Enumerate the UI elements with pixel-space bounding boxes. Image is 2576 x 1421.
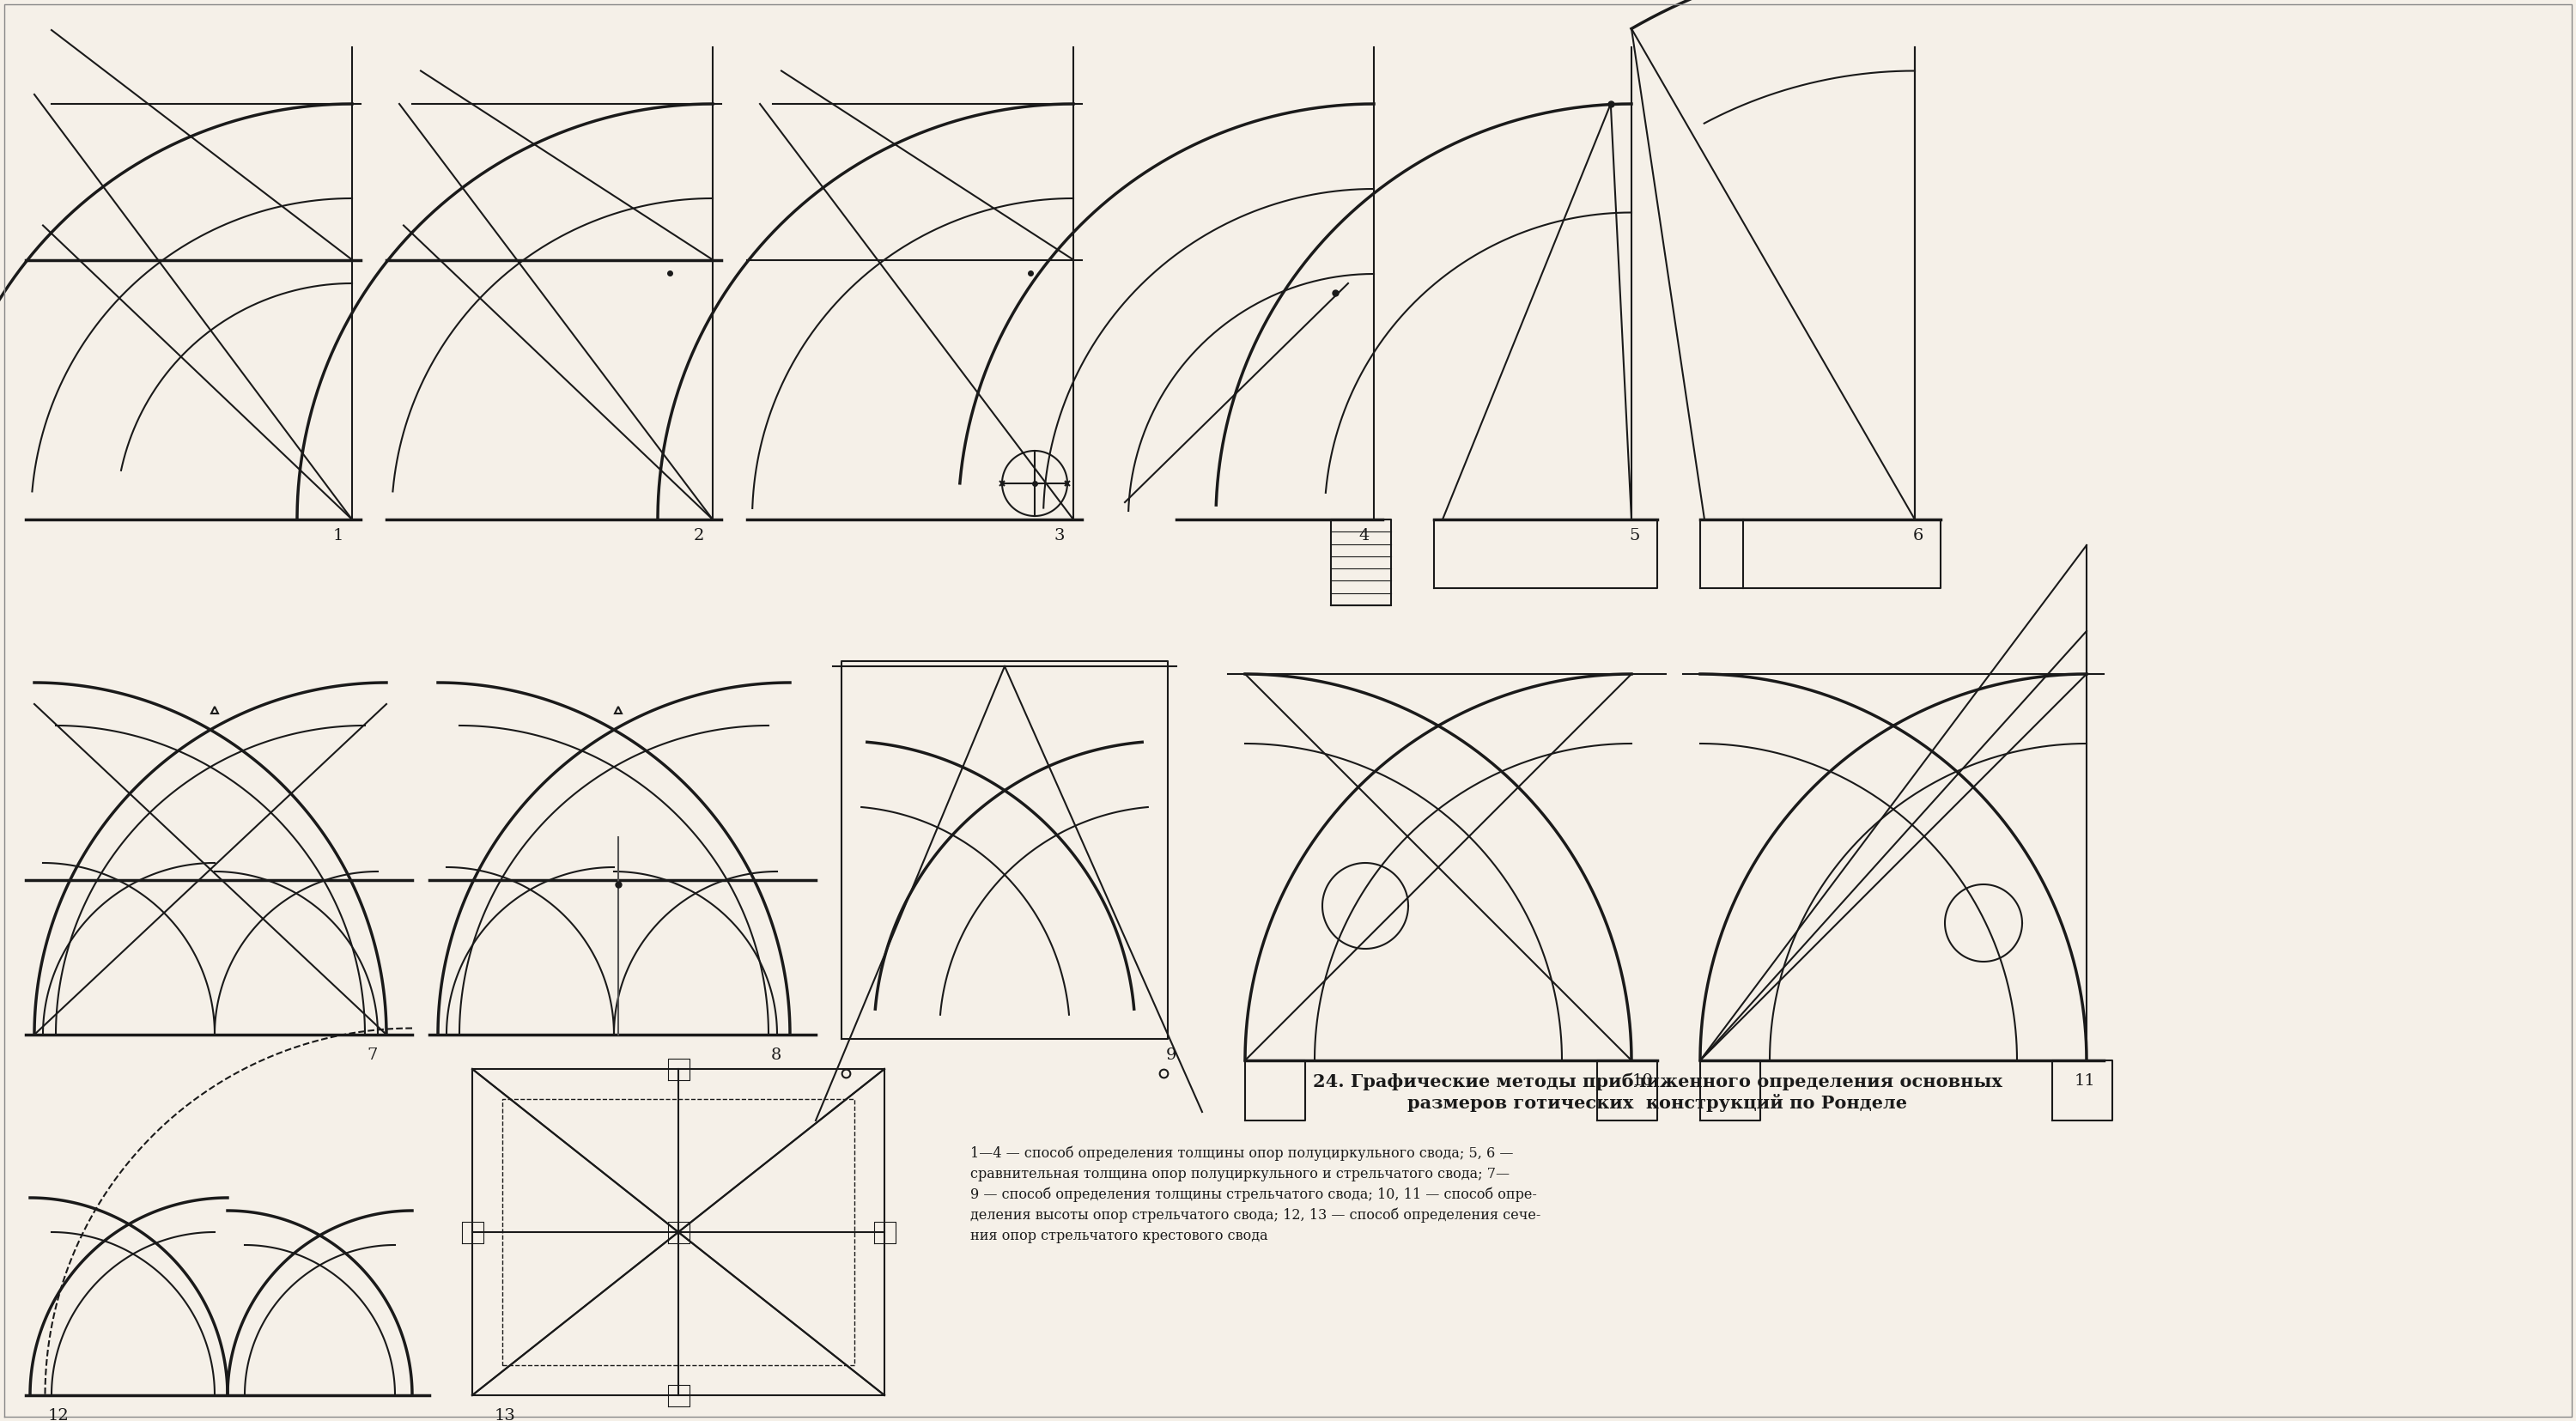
- Text: 1—4 — способ определения толщины опор полуциркульного свода; 5, 6 —
сравнительна: 1—4 — способ определения толщины опор по…: [971, 1147, 1540, 1243]
- Text: 11: 11: [2074, 1073, 2094, 1088]
- Text: 12: 12: [46, 1408, 70, 1421]
- Text: 5: 5: [1631, 529, 1641, 543]
- Text: 10: 10: [1631, 1073, 1654, 1088]
- Text: 1: 1: [332, 529, 343, 543]
- Text: 4: 4: [1360, 529, 1370, 543]
- Text: 6: 6: [1914, 529, 1924, 543]
- Text: 13: 13: [495, 1408, 515, 1421]
- Text: 9: 9: [1164, 1047, 1177, 1063]
- Text: 24. Графические методы приближенного определения основных
размеров готических  к: 24. Графические методы приближенного опр…: [1314, 1073, 2002, 1111]
- Text: 3: 3: [1054, 529, 1064, 543]
- Text: 2: 2: [693, 529, 703, 543]
- Text: 8: 8: [770, 1047, 781, 1063]
- Text: 7: 7: [368, 1047, 379, 1063]
